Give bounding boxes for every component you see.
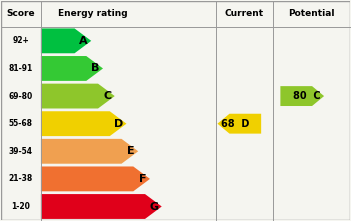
Text: Current: Current (225, 9, 264, 18)
Text: 1-20: 1-20 (11, 202, 30, 211)
Text: 39-54: 39-54 (9, 147, 33, 156)
Polygon shape (41, 56, 103, 81)
Text: F: F (139, 174, 147, 184)
Text: 81-91: 81-91 (9, 64, 33, 73)
Text: B: B (91, 63, 100, 73)
Text: Energy rating: Energy rating (58, 9, 128, 18)
Polygon shape (280, 86, 324, 106)
Text: Score: Score (6, 9, 35, 18)
Text: 68  D: 68 D (221, 119, 249, 129)
Polygon shape (218, 114, 261, 134)
Polygon shape (41, 194, 162, 219)
Text: 21-38: 21-38 (9, 174, 33, 183)
Text: A: A (79, 36, 88, 46)
Text: D: D (114, 119, 123, 129)
Polygon shape (41, 84, 115, 109)
Polygon shape (41, 29, 91, 53)
Text: 92+: 92+ (12, 36, 29, 45)
Text: C: C (103, 91, 111, 101)
Polygon shape (41, 111, 126, 136)
Polygon shape (41, 166, 150, 191)
Text: E: E (127, 146, 135, 156)
Text: G: G (149, 202, 158, 211)
Text: 80  C: 80 C (293, 91, 321, 101)
Text: 69-80: 69-80 (9, 91, 33, 101)
Polygon shape (41, 139, 138, 164)
Text: 55-68: 55-68 (9, 119, 33, 128)
Text: Potential: Potential (289, 9, 335, 18)
